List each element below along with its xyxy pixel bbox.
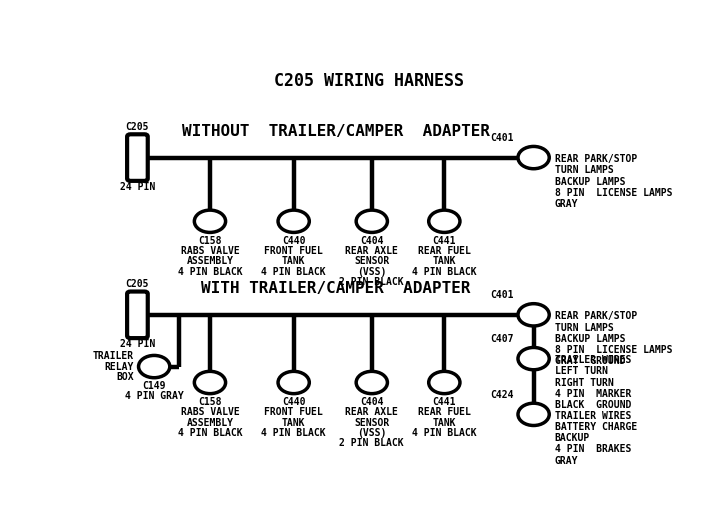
Text: TURN LAMPS: TURN LAMPS	[555, 323, 613, 332]
Text: (VSS): (VSS)	[357, 428, 387, 438]
Text: WITH TRAILER/CAMPER  ADAPTER: WITH TRAILER/CAMPER ADAPTER	[201, 281, 470, 296]
Text: C407: C407	[490, 334, 513, 344]
Text: BACKUP: BACKUP	[555, 433, 590, 443]
Circle shape	[428, 210, 460, 233]
Text: REAR PARK/STOP: REAR PARK/STOP	[555, 154, 637, 164]
Text: WITHOUT  TRAILER/CAMPER  ADAPTER: WITHOUT TRAILER/CAMPER ADAPTER	[181, 124, 490, 139]
Text: BACKUP LAMPS: BACKUP LAMPS	[555, 334, 625, 344]
Text: C404: C404	[360, 397, 384, 407]
Circle shape	[518, 146, 549, 169]
Text: TRAILER WIRES: TRAILER WIRES	[555, 411, 631, 421]
Text: RABS VALVE: RABS VALVE	[181, 246, 239, 256]
Text: REAR FUEL: REAR FUEL	[418, 407, 471, 417]
Text: REAR FUEL: REAR FUEL	[418, 246, 471, 256]
Text: C440: C440	[282, 397, 305, 407]
FancyBboxPatch shape	[127, 134, 148, 181]
Text: C158: C158	[198, 397, 222, 407]
Text: REAR AXLE: REAR AXLE	[346, 407, 398, 417]
Text: C205: C205	[126, 279, 149, 289]
Text: 24 PIN: 24 PIN	[120, 339, 155, 349]
Text: C158: C158	[198, 236, 222, 246]
Text: 4 PIN  MARKER: 4 PIN MARKER	[555, 389, 631, 399]
Circle shape	[194, 210, 225, 233]
Text: C401: C401	[490, 291, 513, 300]
Circle shape	[138, 355, 170, 378]
Text: 2 PIN BLACK: 2 PIN BLACK	[339, 277, 404, 287]
Text: TANK: TANK	[282, 256, 305, 266]
Text: SENSOR: SENSOR	[354, 418, 390, 428]
Text: 4 PIN  BRAKES: 4 PIN BRAKES	[555, 445, 631, 454]
Text: ASSEMBLY: ASSEMBLY	[186, 256, 233, 266]
Circle shape	[278, 371, 310, 393]
Text: C424: C424	[490, 390, 513, 400]
Text: REAR AXLE: REAR AXLE	[346, 246, 398, 256]
Text: RABS VALVE: RABS VALVE	[181, 407, 239, 417]
Circle shape	[194, 371, 225, 393]
Text: GRAY: GRAY	[555, 199, 578, 209]
Text: TANK: TANK	[282, 418, 305, 428]
Text: TRAILER: TRAILER	[93, 351, 134, 361]
Text: 4 PIN BLACK: 4 PIN BLACK	[261, 267, 326, 277]
FancyBboxPatch shape	[127, 292, 148, 338]
Text: FRONT FUEL: FRONT FUEL	[264, 246, 323, 256]
Text: 4 PIN BLACK: 4 PIN BLACK	[261, 428, 326, 438]
Text: RELAY: RELAY	[104, 361, 134, 372]
Circle shape	[518, 403, 549, 425]
Text: C205: C205	[126, 122, 149, 132]
Circle shape	[278, 210, 310, 233]
Text: ASSEMBLY: ASSEMBLY	[186, 418, 233, 428]
Circle shape	[356, 371, 387, 393]
Circle shape	[428, 371, 460, 393]
Text: 2 PIN BLACK: 2 PIN BLACK	[339, 438, 404, 448]
Text: 4 PIN BLACK: 4 PIN BLACK	[178, 428, 243, 438]
Text: TANK: TANK	[433, 418, 456, 428]
Text: 24 PIN: 24 PIN	[120, 181, 155, 192]
Text: REAR PARK/STOP: REAR PARK/STOP	[555, 311, 637, 322]
Text: FRONT FUEL: FRONT FUEL	[264, 407, 323, 417]
Text: TURN LAMPS: TURN LAMPS	[555, 165, 613, 175]
Text: 4 PIN BLACK: 4 PIN BLACK	[178, 267, 243, 277]
Text: RIGHT TURN: RIGHT TURN	[555, 377, 613, 388]
Circle shape	[518, 303, 549, 326]
Text: (VSS): (VSS)	[357, 267, 387, 277]
Text: 8 PIN  LICENSE LAMPS: 8 PIN LICENSE LAMPS	[555, 345, 672, 355]
Text: 4 PIN GRAY: 4 PIN GRAY	[125, 391, 184, 401]
Text: C441: C441	[433, 236, 456, 246]
Text: C440: C440	[282, 236, 305, 246]
Text: BLACK  GROUND: BLACK GROUND	[555, 400, 631, 410]
Text: LEFT TURN: LEFT TURN	[555, 367, 608, 376]
Text: C441: C441	[433, 397, 456, 407]
Circle shape	[518, 347, 549, 370]
Text: TRAILER WIRES: TRAILER WIRES	[555, 355, 631, 366]
Text: 8 PIN  LICENSE LAMPS: 8 PIN LICENSE LAMPS	[555, 188, 672, 197]
Text: C205 WIRING HARNESS: C205 WIRING HARNESS	[274, 72, 464, 90]
Text: SENSOR: SENSOR	[354, 256, 390, 266]
Text: 4 PIN BLACK: 4 PIN BLACK	[412, 267, 477, 277]
Text: C404: C404	[360, 236, 384, 246]
Text: GRAY  GROUND: GRAY GROUND	[555, 356, 625, 366]
Text: BATTERY CHARGE: BATTERY CHARGE	[555, 422, 637, 432]
Circle shape	[356, 210, 387, 233]
Text: C149: C149	[143, 381, 166, 391]
Text: BACKUP LAMPS: BACKUP LAMPS	[555, 176, 625, 187]
Text: BOX: BOX	[117, 372, 134, 382]
Text: C401: C401	[490, 133, 513, 143]
Text: TANK: TANK	[433, 256, 456, 266]
Text: 4 PIN BLACK: 4 PIN BLACK	[412, 428, 477, 438]
Text: GRAY: GRAY	[555, 455, 578, 466]
